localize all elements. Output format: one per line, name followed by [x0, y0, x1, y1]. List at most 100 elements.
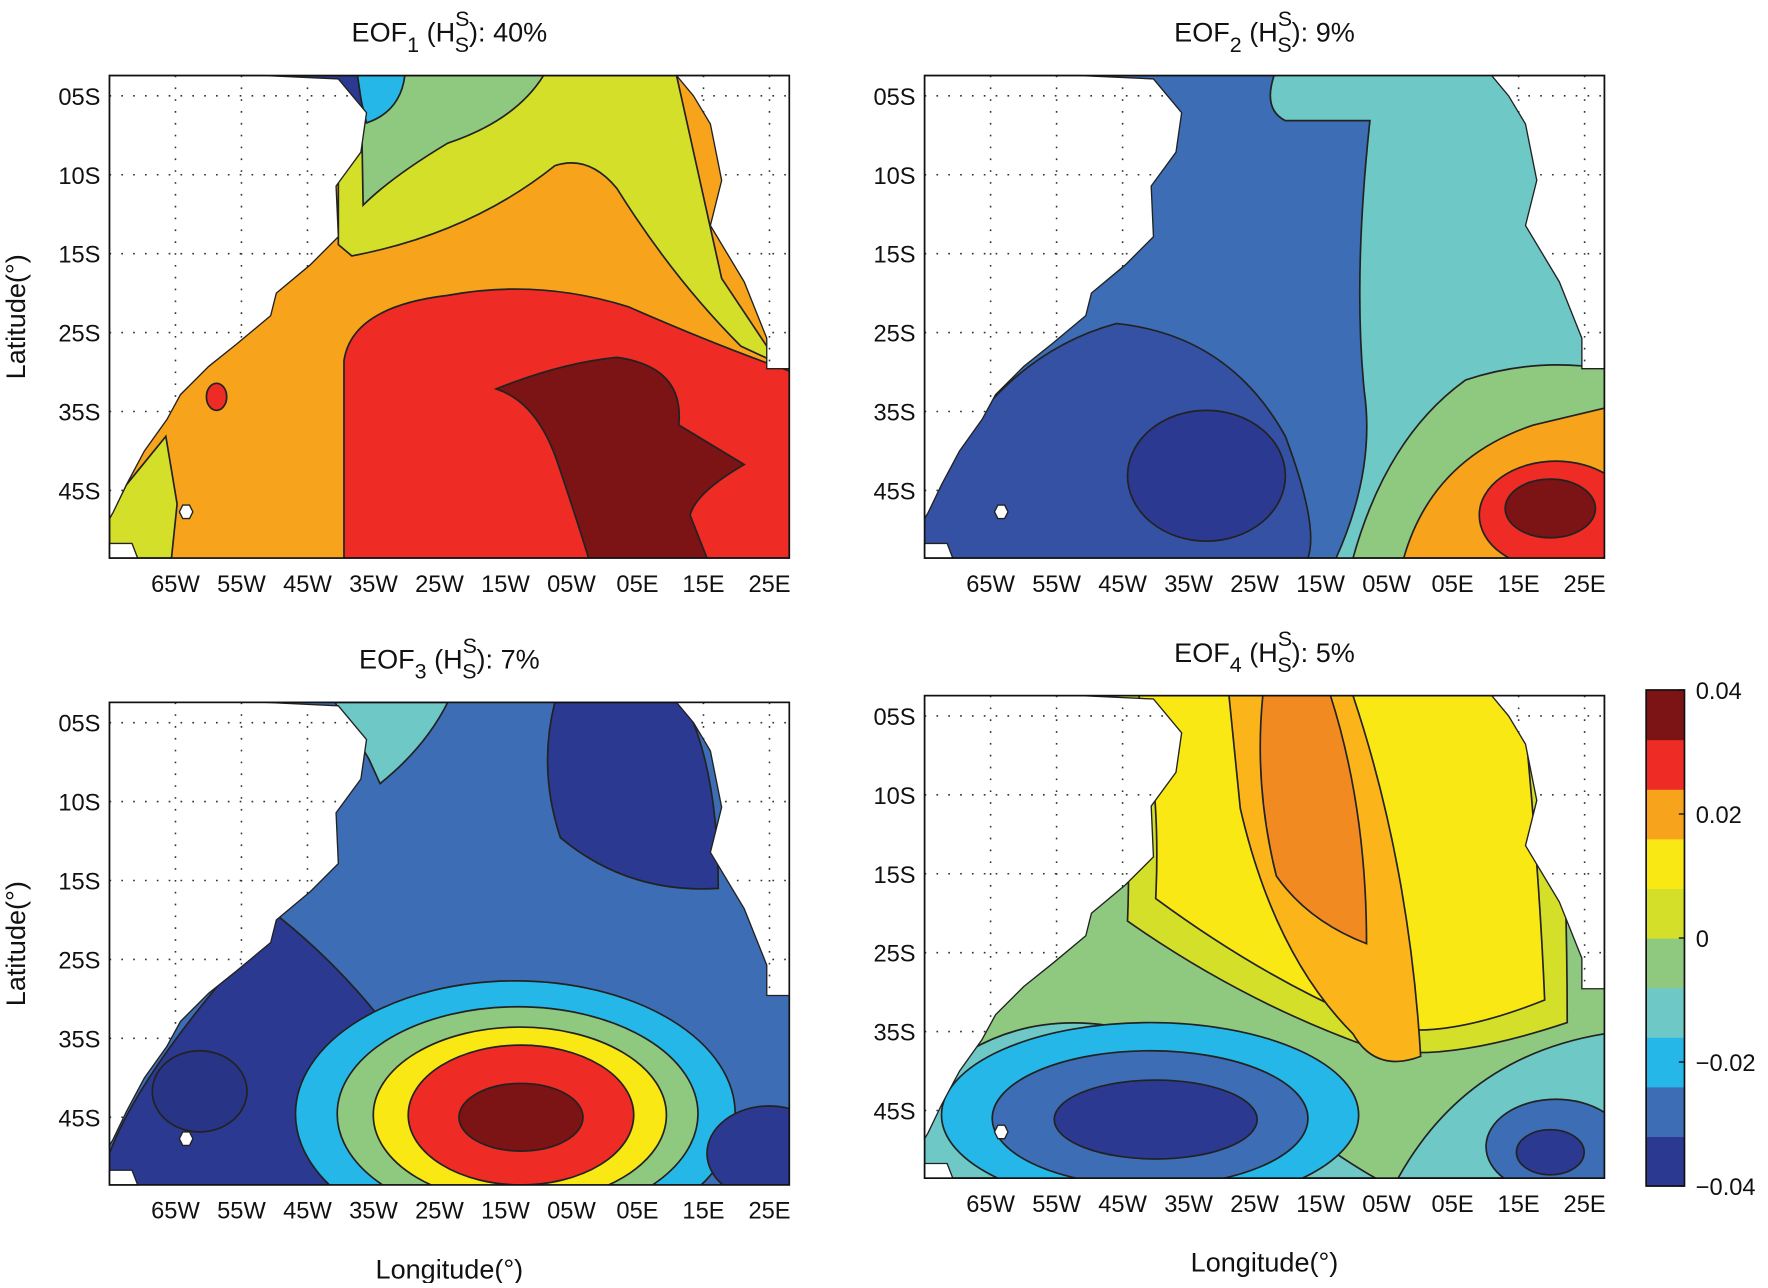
x-tick-label: 25E: [1564, 1192, 1606, 1218]
x-tick-label: 35W: [349, 572, 398, 598]
colorbar-swatch: [1646, 1136, 1685, 1187]
x-tick-label: 65W: [966, 1192, 1015, 1218]
title-part: (H: [419, 18, 455, 48]
x-tick-label: 05W: [1362, 1192, 1411, 1218]
title-part: (H: [427, 645, 463, 675]
y-tick-label: 15S: [873, 863, 915, 889]
title-part: 3: [415, 660, 427, 684]
y-tick-label: 25S: [58, 322, 100, 348]
y-tick-label: 45S: [58, 479, 100, 505]
x-axis-label: Longitude(°): [376, 1254, 524, 1283]
y-tick-label: 25S: [873, 322, 915, 348]
title-part: ): 7%: [477, 645, 540, 675]
y-tick-label: 25S: [58, 948, 100, 974]
y-tick-label: 35S: [58, 1027, 100, 1053]
y-tick-label: 05S: [873, 705, 915, 731]
contour-fills: [109, 75, 790, 559]
y-tick-label: 10S: [58, 791, 100, 817]
x-tick-label: 05W: [547, 1199, 596, 1225]
title-part: EOF: [359, 645, 415, 675]
x-tick-label: 25W: [1230, 1192, 1279, 1218]
y-tick-label: 35S: [873, 1021, 915, 1047]
title-part: 4: [1230, 653, 1242, 677]
title-part: S: [462, 660, 476, 684]
x-tick-label: 15E: [1498, 1192, 1540, 1218]
x-tick-label: 15E: [682, 572, 724, 598]
x-tick-label: 25W: [1230, 572, 1279, 598]
colorbar-swatch: [1646, 987, 1685, 1038]
colorbar-tick-label: −0.02: [1696, 1051, 1756, 1077]
map-panel: [923, 694, 1606, 1179]
y-tick-label: 10S: [58, 164, 100, 190]
x-tick-label: 55W: [1032, 1192, 1081, 1218]
contour-fills: [924, 695, 1605, 1179]
title-part: (H: [1242, 18, 1278, 48]
y-tick-label: 10S: [873, 784, 915, 810]
title-part: EOF: [352, 18, 408, 48]
colorbar-swatch: [1646, 888, 1685, 939]
title-part: S: [1278, 7, 1292, 31]
colorbar-tick-label: −0.04: [1696, 1175, 1756, 1201]
colorbar-swatch: [1646, 689, 1685, 741]
y-tick-label: 15S: [58, 243, 100, 269]
x-tick-label: 15W: [481, 572, 530, 598]
frame: [923, 74, 1606, 559]
colorbar-swatch: [1646, 789, 1685, 840]
colorbar-swatch: [1646, 1086, 1685, 1137]
y-tick-label: 35S: [58, 401, 100, 427]
x-tick-label: 25E: [748, 572, 790, 598]
colorbar-swatch: [1646, 838, 1685, 889]
y-tick-label: 10S: [873, 164, 915, 190]
x-tick-label: 55W: [217, 572, 266, 598]
title-part: S: [463, 634, 477, 658]
y-tick-label: 05S: [58, 712, 100, 738]
frame: [108, 701, 791, 1186]
contour-fills: [109, 702, 790, 1185]
y-tick-label: 45S: [873, 479, 915, 505]
frame: [108, 74, 791, 559]
y-tick-label: 25S: [873, 942, 915, 968]
y-tick-label: 45S: [58, 1106, 100, 1132]
y-tick-label: 05S: [873, 85, 915, 111]
map-panel: [108, 701, 791, 1186]
x-tick-label: 15W: [1296, 572, 1345, 598]
chart-title: EOF1 (HS S): 40%: [352, 7, 548, 57]
x-tick-label: 15W: [481, 1199, 530, 1225]
y-tick-label: 15S: [58, 870, 100, 896]
title-part: S: [1278, 627, 1292, 651]
x-tick-label: 45W: [283, 1199, 332, 1225]
title-part: S: [455, 7, 469, 31]
x-tick-label: 05E: [616, 572, 658, 598]
title-part: S: [455, 33, 469, 57]
title-part: EOF: [1174, 18, 1230, 48]
x-tick-label: 55W: [1032, 572, 1081, 598]
title-part: S: [1277, 33, 1291, 57]
x-tick-label: 05E: [1432, 1192, 1474, 1218]
y-tick-label: 15S: [873, 243, 915, 269]
title-part: ): 9%: [1292, 18, 1355, 48]
contour-fills: [924, 75, 1605, 559]
x-axis-label: Longitude(°): [1191, 1248, 1339, 1278]
y-tick-label: 45S: [873, 1100, 915, 1126]
chart-title: EOF2 (HS S): 9%: [1174, 7, 1355, 57]
x-tick-label: 45W: [283, 572, 332, 598]
chart-title: EOF4 (HS S): 5%: [1174, 627, 1355, 677]
x-tick-label: 65W: [151, 572, 200, 598]
x-tick-label: 35W: [1164, 1192, 1213, 1218]
frame: [923, 694, 1606, 1179]
title-part: 2: [1230, 33, 1242, 57]
y-axis-label: Latitude(°): [1, 881, 31, 1006]
colorbar-swatch: [1646, 739, 1685, 790]
colorbar-tick-label: 0.02: [1696, 803, 1742, 829]
title-part: 1: [407, 33, 419, 57]
y-tick-label: 05S: [58, 85, 100, 111]
x-tick-label: 05E: [1432, 572, 1474, 598]
y-axis-label: Latitude(°): [1, 254, 31, 379]
colorbar-tick-label: 0.04: [1696, 679, 1742, 705]
title-part: ): 5%: [1292, 638, 1355, 668]
x-tick-label: 25W: [415, 1199, 464, 1225]
title-part: (H: [1242, 638, 1278, 668]
x-tick-label: 45W: [1098, 1192, 1147, 1218]
